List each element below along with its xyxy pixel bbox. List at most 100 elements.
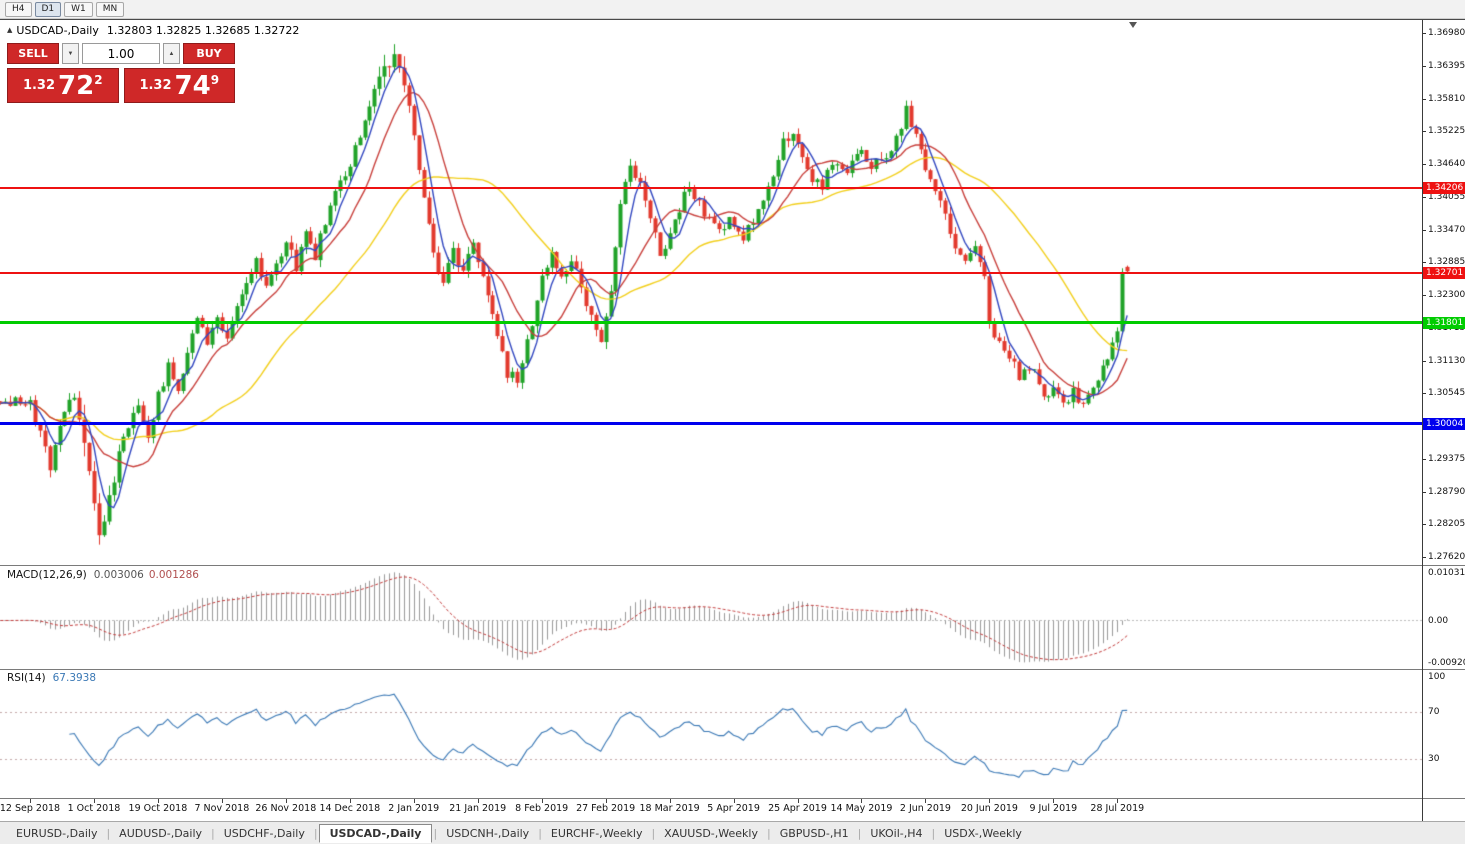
price-axis-label: 1.35810 [1428, 93, 1465, 104]
date-axis-label: 26 Nov 2018 [255, 803, 317, 814]
date-axis-label: 27 Feb 2019 [576, 803, 636, 814]
chart-tab-audusd-daily[interactable]: AUDUSD-,Daily [119, 826, 203, 840]
rsi-dates-separator [0, 798, 1465, 799]
sell-price-big: 72 [58, 70, 95, 101]
tab-divider: | [313, 826, 318, 840]
date-axis-label: 8 Feb 2019 [515, 803, 569, 814]
chart-tab-ukoil-h4[interactable]: UKOil-,H4 [870, 826, 923, 840]
price-axis-label: 1.34640 [1428, 159, 1465, 169]
date-axis-label: 5 Apr 2019 [707, 803, 760, 814]
date-axis-label: 9 Jul 2019 [1029, 803, 1078, 814]
collapse-trade-panel-icon[interactable]: ▲ [7, 26, 13, 34]
price-axis-label: 1.33470 [1428, 224, 1465, 235]
date-axis-tick [925, 799, 926, 803]
chart-tab-xauusd-weekly[interactable]: XAUUSD-,Weekly [664, 826, 758, 840]
chart-tab-usdcnh-daily[interactable]: USDCNH-,Daily [446, 826, 530, 840]
price-axis-tick [1423, 524, 1426, 525]
ohlc-values: 1.32803 1.32825 1.32685 1.32722 [106, 24, 300, 37]
timeframe-button-h4[interactable]: H4 [5, 1, 32, 17]
buy-price-pip: 9 [210, 73, 220, 87]
date-axis-label: 7 Nov 2018 [194, 803, 250, 814]
volume-increase-button[interactable]: ▲ [163, 43, 180, 64]
rsi-panel-canvas[interactable] [0, 670, 1422, 798]
chart-tab-eurchf-weekly[interactable]: EURCHF-,Weekly [550, 826, 643, 840]
horizontal-line-1.30004[interactable] [0, 422, 1422, 426]
horizontal-line-1.31801[interactable] [0, 321, 1422, 325]
date-axis-tick [478, 799, 479, 803]
buy-price-big: 74 [174, 70, 211, 101]
tab-divider: | [538, 826, 542, 840]
rsi-label: RSI(14) [7, 672, 46, 684]
macd-axis-label: 0.00 [1428, 615, 1449, 626]
date-axis-tick [158, 799, 159, 803]
price-axis-label: 1.32885 [1428, 257, 1465, 268]
chart-tab-usdcad-daily[interactable]: USDCAD-,Daily [318, 823, 433, 843]
chart-title-bar: ▲ USDCAD-,Daily 1.32803 1.32825 1.32685 1.… [7, 24, 299, 37]
date-axis-label: 25 Apr 2019 [768, 803, 827, 814]
price-axis-tick [1423, 262, 1426, 263]
chart-tab-eurusd-daily[interactable]: EURUSD-,Daily [16, 826, 98, 840]
price-axis-label: 1.36395 [1428, 60, 1465, 71]
price-axis-label: 1.28790 [1428, 486, 1465, 497]
timeframe-button-mn[interactable]: MN [95, 1, 125, 17]
price-axis-tick [1423, 492, 1426, 493]
price-axis-tick [1423, 393, 1426, 394]
timeframe-toolbar: H4 D1 W1 MN [0, 0, 1465, 19]
price-axis-label: 1.30545 [1428, 388, 1465, 399]
chart-tab-gbpusd-h1[interactable]: GBPUSD-,H1 [779, 826, 849, 840]
axis-separator [1422, 20, 1423, 821]
price-axis-tick [1423, 361, 1426, 362]
date-axis-label: 2 Jan 2019 [388, 803, 440, 814]
horizontal-line-1.32701[interactable] [0, 271, 1422, 274]
price-tag-1.34206: 1.34206 [1423, 182, 1465, 195]
tab-divider: | [857, 826, 862, 840]
price-axis-label: 1.34055 [1428, 191, 1465, 202]
chart-tab-usdx-weekly[interactable]: USDX-,Weekly [944, 826, 1022, 840]
price-axis-label: 1.27620 [1428, 552, 1465, 562]
chart-window-top-border [0, 19, 1465, 20]
sell-button[interactable]: SELL [7, 43, 59, 64]
date-axis-label: 1 Oct 2018 [67, 803, 121, 814]
macd-axis-label: 0.010311 [1428, 567, 1465, 578]
timeframe-button-d1[interactable]: D1 [34, 1, 62, 17]
macd-rsi-separator[interactable] [0, 669, 1465, 670]
price-axis-label: 1.36980 [1428, 28, 1465, 38]
price-tag-1.30004: 1.30004 [1423, 417, 1465, 430]
price-chart-canvas[interactable] [0, 20, 1422, 565]
buy-button[interactable]: BUY [183, 43, 235, 64]
date-axis-label: 18 Mar 2019 [639, 803, 700, 814]
tab-divider: | [931, 826, 936, 840]
date-axis-tick [989, 799, 990, 803]
chart-shift-marker-icon[interactable] [1129, 22, 1137, 28]
price-tag-1.31801: 1.31801 [1423, 316, 1465, 329]
rsi-axis-label: 30 [1428, 753, 1440, 764]
price-axis-tick [1423, 197, 1426, 198]
date-axis-tick [350, 799, 351, 803]
price-axis-tick [1423, 33, 1426, 34]
date-axis-label: 2 Jun 2019 [899, 803, 951, 814]
date-axis-label: 12 Sep 2018 [0, 803, 61, 814]
price-axis-tick [1423, 557, 1426, 558]
price-axis-tick [1423, 164, 1426, 165]
horizontal-line-1.34206[interactable] [0, 187, 1422, 190]
buy-price-display[interactable]: 1.32 74 9 [123, 68, 235, 103]
timeframe-button-w1[interactable]: W1 [64, 1, 93, 17]
price-axis-tick [1423, 459, 1426, 460]
price-macd-separator[interactable] [0, 565, 1465, 566]
volume-input[interactable] [82, 43, 160, 64]
macd-panel-canvas[interactable] [0, 566, 1422, 669]
macd-label: MACD(12,26,9) [7, 569, 87, 581]
tab-divider: | [651, 826, 656, 840]
chart-tab-usdchf-daily[interactable]: USDCHF-,Daily [223, 826, 305, 840]
date-axis-label: 21 Jan 2019 [449, 803, 507, 814]
one-click-trading-panel: SELL ▼ ▲ BUY 1.32 72 2 1.32 74 9 [7, 43, 235, 103]
macd-header: MACD(12,26,9) 0.003006 0.001286 [7, 569, 199, 581]
sell-price-display[interactable]: 1.32 72 2 [7, 68, 119, 103]
price-axis-tick [1423, 295, 1426, 296]
volume-decrease-button[interactable]: ▼ [62, 43, 79, 64]
sell-price-base: 1.32 [22, 78, 56, 93]
price-axis-tick [1423, 99, 1426, 100]
date-axis-tick [670, 799, 671, 803]
date-axis-label: 19 Oct 2018 [128, 803, 188, 814]
